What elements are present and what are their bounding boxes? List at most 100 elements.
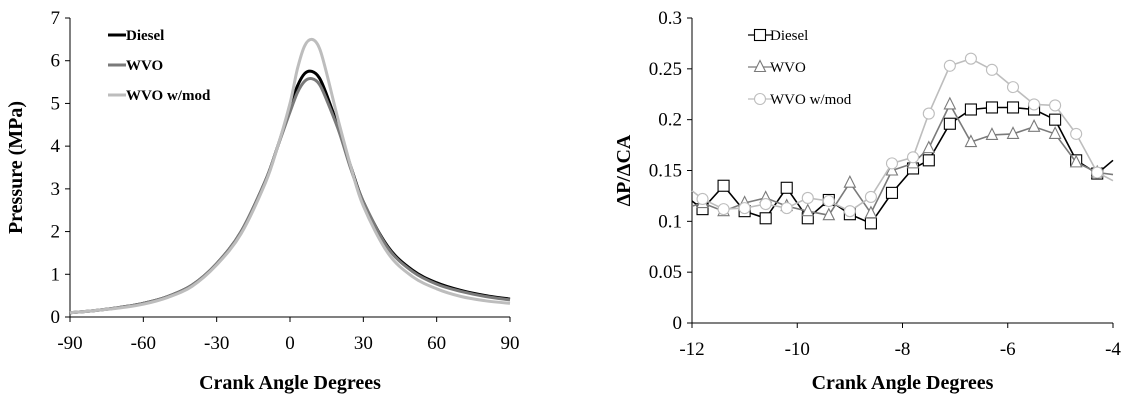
legend-label: WVO w/mod <box>126 88 211 104</box>
y-tick-label: 6 <box>51 51 61 72</box>
legend-entry: Diesel <box>748 28 808 44</box>
series-line <box>691 106 1114 225</box>
data-point-square <box>964 103 977 116</box>
legend-label: Diesel <box>770 28 808 44</box>
x-tick-label: -6 <box>1000 339 1016 360</box>
legend-entry: WVO w/mod <box>108 88 211 104</box>
x-tick-label: 90 <box>501 333 520 354</box>
data-point-circle <box>864 190 877 203</box>
y-tick-label: 0 <box>51 307 61 328</box>
data-point-triangle <box>822 207 836 221</box>
y-tick-label: 0 <box>673 313 683 334</box>
data-point-square <box>885 186 899 199</box>
data-point-triangle <box>1048 126 1062 139</box>
x-axis-label: Crank Angle Degrees <box>199 372 381 394</box>
data-point-square <box>922 154 935 167</box>
data-point-square <box>943 117 956 130</box>
x-tick-label: -10 <box>785 339 810 360</box>
data-point-circle <box>822 194 835 208</box>
series-wvo <box>69 77 511 315</box>
x-tick-label: -12 <box>679 339 704 360</box>
x-tick-label: -60 <box>131 333 156 354</box>
data-point-circle <box>843 205 856 218</box>
data-point-circle <box>964 52 977 65</box>
data-point-triangle <box>1069 154 1083 168</box>
data-point-square <box>759 212 772 225</box>
data-point-circle <box>753 92 767 106</box>
y-tick-label: 5 <box>51 93 61 114</box>
legend-entry: WVO <box>108 58 163 74</box>
data-point-circle <box>759 198 772 211</box>
legend-label: WVO <box>126 58 163 74</box>
x-axis-label: Crank Angle Degrees <box>812 372 994 394</box>
data-point-triangle <box>885 162 899 176</box>
data-point-square <box>1049 113 1062 126</box>
data-point-circle <box>801 191 814 204</box>
data-point-triangle <box>843 174 857 188</box>
data-point-circle <box>985 63 999 76</box>
legend-label: Diesel <box>126 28 164 44</box>
data-point-square <box>864 217 877 230</box>
legend-entry: WVO <box>748 59 806 76</box>
y-tick-label: 3 <box>51 179 61 200</box>
data-point-circle <box>885 157 899 170</box>
data-point-circle <box>717 203 730 216</box>
series-line <box>691 57 1114 213</box>
x-tick-label: 60 <box>427 333 446 354</box>
data-point-triangle <box>985 127 999 140</box>
data-point-square <box>780 181 793 194</box>
series-line <box>69 37 511 315</box>
data-point-square <box>717 179 730 192</box>
series-line <box>691 102 1114 217</box>
legend-label: WVO <box>770 60 806 76</box>
y-tick-label: 0.2 <box>658 110 682 131</box>
x-tick-label: 0 <box>285 333 295 354</box>
data-point-circle <box>696 192 709 206</box>
data-point-triangle <box>1027 119 1041 132</box>
legend-entry: WVO w/mod <box>748 92 852 108</box>
legend-label: WVO w/mod <box>770 92 852 108</box>
x-tick-label: -8 <box>895 339 911 360</box>
series-line <box>69 77 511 315</box>
y-tick-label: 1 <box>51 264 61 285</box>
data-point-circle <box>780 202 793 215</box>
y-tick-label: 0.25 <box>649 59 682 80</box>
chart-pressure: 0 1 2 3 4 5 6 7 -90 -60 -30 0 30 60 90 Crank Angle Degr… <box>5 8 520 394</box>
data-point-square <box>985 101 999 114</box>
data-point-circle <box>1006 81 1020 94</box>
data-point-circle <box>906 151 920 164</box>
y-tick-label: 2 <box>51 222 61 243</box>
data-point-circle <box>1028 98 1041 111</box>
data-point-triangle <box>864 205 878 219</box>
legend-entry: Diesel <box>108 28 164 44</box>
x-tick-label: -4 <box>1105 339 1121 360</box>
data-point-triangle <box>1006 126 1020 139</box>
data-point-circle <box>1091 166 1104 179</box>
chart-dpdca: 0 0.05 0.1 0.15 0.2 0.25 0.3 -12 -10 -8 -6 -4 Crank … <box>613 8 1121 394</box>
series-wvo-w-mod <box>691 52 1114 218</box>
y-axis-label: Pressure (MPa) <box>5 101 27 234</box>
data-point-square <box>1006 101 1020 114</box>
x-tick-label: -30 <box>204 333 229 354</box>
data-point-circle <box>1070 127 1083 140</box>
data-point-triangle <box>922 140 936 154</box>
data-point-square <box>753 28 767 42</box>
data-point-circle <box>1049 99 1062 112</box>
y-tick-label: 0.3 <box>658 8 682 29</box>
data-point-triangle <box>943 96 957 110</box>
y-tick-label: 4 <box>51 136 61 157</box>
data-point-triangle <box>753 59 767 73</box>
data-point-circle <box>738 202 751 215</box>
data-point-circle <box>943 59 956 72</box>
data-point-triangle <box>801 203 815 217</box>
y-tick-label: 0.1 <box>658 211 682 232</box>
x-tick-label: -90 <box>57 333 82 354</box>
data-point-triangle <box>964 134 978 148</box>
y-tick-label: 0.15 <box>649 161 682 182</box>
y-tick-label: 0.05 <box>649 262 682 283</box>
x-tick-label: 30 <box>354 333 373 354</box>
series-wvo-w-mod <box>69 37 511 315</box>
data-point-circle <box>922 107 935 120</box>
series-diesel <box>691 101 1114 230</box>
